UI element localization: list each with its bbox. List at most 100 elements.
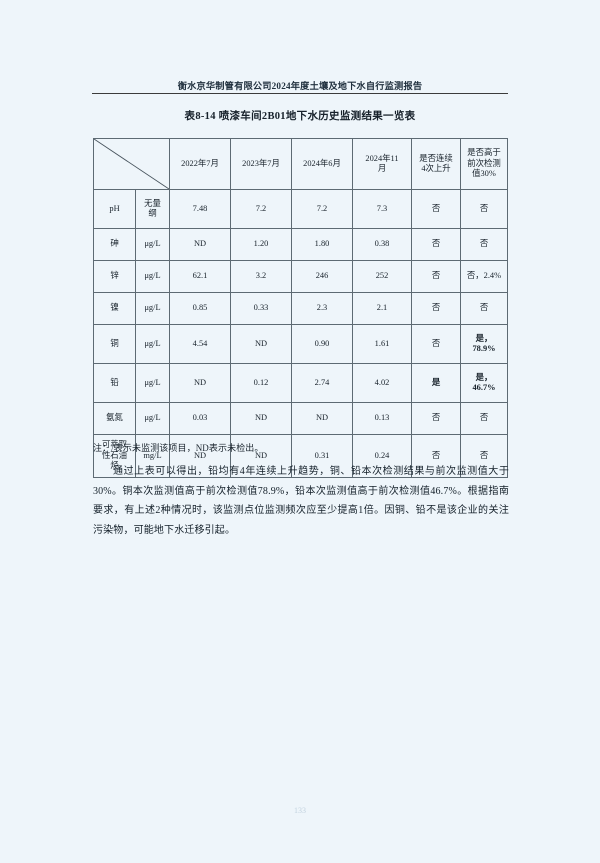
- cell-over-30-percent: 是， 78.9%: [460, 324, 508, 364]
- cell-rising-4-times: 是: [411, 363, 461, 403]
- cell-2022-07: ND: [169, 363, 231, 403]
- cell-rising-4-times: 否: [411, 189, 461, 229]
- cell-2023-07: ND: [230, 324, 292, 364]
- table-header-row: 2022年7月 2023年7月 2024年6月 2024年11 月 是否连续 4…: [93, 138, 508, 190]
- table-row: 氨氮 μg/L 0.03 ND ND 0.13 否 否: [93, 402, 508, 435]
- header-line: 4次上升: [421, 164, 451, 173]
- table-row: 镍 μg/L 0.85 0.33 2.3 2.1 否 否: [93, 292, 508, 325]
- row-item-name: 铅: [93, 363, 136, 403]
- groundwater-history-table-wrapper: 2022年7月 2023年7月 2024年6月 2024年11 月 是否连续 4…: [93, 138, 508, 478]
- cell-2024-06: 2.3: [291, 292, 353, 325]
- row-item-name: 镍: [93, 292, 136, 325]
- row-item-name: 氨氮: [93, 402, 136, 435]
- page-number: 133: [294, 806, 306, 815]
- column-header-over-30-percent: 是否高于 前次检测 值30%: [460, 138, 508, 190]
- table-row: 铅 μg/L ND 0.12 2.74 4.02 是 是， 46.7%: [93, 363, 508, 403]
- header-line: 前次检测: [467, 158, 501, 168]
- row-item-name: 砷: [93, 228, 136, 261]
- header-line: 是否高于: [467, 148, 501, 158]
- header-line: 2024年11: [365, 153, 399, 163]
- cell-2023-07: ND: [230, 402, 292, 435]
- table-header: 2022年7月 2023年7月 2024年6月 2024年11 月 是否连续 4…: [93, 138, 508, 190]
- cell-2024-11: 0.38: [352, 228, 412, 261]
- row-unit: μg/L: [135, 402, 170, 435]
- column-header-2023-07: 2023年7月: [230, 138, 292, 190]
- diagonal-line-icon: [94, 139, 169, 189]
- cell-2024-06: 0.31: [291, 434, 353, 478]
- cell-2024-11: 2.1: [352, 292, 412, 325]
- cell-2022-07: 0.85: [169, 292, 231, 325]
- cell-2022-07: 62.1: [169, 260, 231, 293]
- header-line: 值30%: [472, 169, 496, 179]
- cell-over-30-percent: 否: [460, 402, 508, 435]
- groundwater-history-table: 2022年7月 2023年7月 2024年6月 2024年11 月 是否连续 4…: [93, 138, 508, 478]
- row-unit: μg/L: [135, 324, 170, 364]
- cell-over-30-percent: 否: [460, 434, 508, 478]
- cell-2024-11: 4.02: [352, 363, 412, 403]
- cell-2023-07: 3.2: [230, 260, 292, 293]
- cell-2022-07: 4.54: [169, 324, 231, 364]
- unit-line: 无量: [144, 198, 161, 208]
- cell-rising-4-times: 否: [411, 402, 461, 435]
- cell-rising-4-times: 否: [411, 260, 461, 293]
- analysis-paragraph: 通过上表可以得出，铅均有4年连续上升趋势，铜、铅本次检测结果与前次监测值大于30…: [93, 466, 509, 536]
- cell-rising-4-times: 否: [411, 292, 461, 325]
- cell-2022-07: 0.03: [169, 402, 231, 435]
- header-line: 月: [377, 164, 387, 173]
- unit-line: 纲: [148, 209, 157, 218]
- cell-2023-07: 7.2: [230, 189, 292, 229]
- cell-over-30-percent: 是， 46.7%: [460, 363, 508, 403]
- cell-2024-06: 7.2: [291, 189, 353, 229]
- table-footnote: 注：/表示未监测该项目，ND表示未检出。: [93, 443, 264, 453]
- header-line: 是否连续: [419, 153, 453, 163]
- header-divider-rule: [92, 93, 508, 94]
- cell-2024-11: 7.3: [352, 189, 412, 229]
- table-row: pH 无量 纲 7.48 7.2 7.2 7.3 否 否: [93, 189, 508, 229]
- row-unit: mg/L: [135, 434, 170, 478]
- cell-2024-11: 252: [352, 260, 412, 293]
- table-row: 砷 μg/L ND 1.20 1.80 0.38 否 否: [93, 228, 508, 261]
- row-item-name: 可萃取 性石油 烃: [93, 434, 136, 478]
- cell-rising-4-times: 否: [411, 434, 461, 478]
- cell-2023-07: 0.33: [230, 292, 292, 325]
- table-row: 铜 μg/L 4.54 ND 0.90 1.61 否 是， 78.9%: [93, 324, 508, 364]
- table-body: pH 无量 纲 7.48 7.2 7.2 7.3 否 否 砷 μg/L ND: [93, 189, 508, 478]
- table-row: 可萃取 性石油 烃 mg/L ND ND 0.31 0.24 否 否: [93, 434, 508, 478]
- cell-2022-07: 7.48: [169, 189, 231, 229]
- cell-2024-06: 1.80: [291, 228, 353, 261]
- cell-rising-4-times: 否: [411, 228, 461, 261]
- row-item-name: pH: [93, 189, 136, 229]
- item-line: 烃: [110, 461, 119, 471]
- table-row: 锌 μg/L 62.1 3.2 246 252 否 否，2.4%: [93, 260, 508, 293]
- corner-diagonal-cell: [93, 138, 170, 190]
- row-unit: μg/L: [135, 260, 170, 293]
- column-header-2022-07: 2022年7月: [169, 138, 231, 190]
- cell-2023-07: 0.12: [230, 363, 292, 403]
- row-unit: μg/L: [135, 363, 170, 403]
- cell-2024-06: 2.74: [291, 363, 353, 403]
- row-item-name: 铜: [93, 324, 136, 364]
- item-line: 可萃取: [101, 440, 128, 450]
- item-line: 性石油: [101, 450, 128, 460]
- flag-line: 是，: [475, 372, 493, 382]
- cell-2024-06: 246: [291, 260, 353, 293]
- cell-2024-06: ND: [291, 402, 353, 435]
- cell-2024-06: 0.90: [291, 324, 353, 364]
- cell-rising-4-times: 否: [411, 324, 461, 364]
- column-header-2024-11: 2024年11 月: [352, 138, 412, 190]
- running-header: 衡水京华制管有限公司2024年度土壤及地下水自行监测报告: [177, 81, 423, 91]
- table-caption: 表8-14 喷漆车间2B01地下水历史监测结果一览表: [184, 111, 416, 122]
- row-item-name: 锌: [93, 260, 136, 293]
- cell-over-30-percent: 否: [460, 228, 508, 261]
- flag-line: 78.9%: [472, 344, 496, 353]
- cell-2024-11: 1.61: [352, 324, 412, 364]
- column-header-rising-4-times: 是否连续 4次上升: [411, 138, 461, 190]
- row-unit: μg/L: [135, 228, 170, 261]
- row-unit: μg/L: [135, 292, 170, 325]
- cell-2023-07: 1.20: [230, 228, 292, 261]
- cell-over-30-percent: 否，2.4%: [460, 260, 508, 293]
- cell-2022-07: ND: [169, 228, 231, 261]
- flag-line: 是，: [475, 333, 493, 343]
- cell-2022-07: ND: [169, 434, 231, 478]
